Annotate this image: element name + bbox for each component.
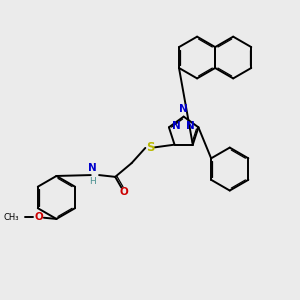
Text: N: N <box>186 122 195 131</box>
Text: N: N <box>172 122 181 131</box>
Text: N: N <box>88 163 97 173</box>
Text: H: H <box>89 178 96 187</box>
Text: O: O <box>34 212 43 222</box>
Text: CH₃: CH₃ <box>3 213 19 222</box>
Text: N: N <box>179 103 188 114</box>
Text: O: O <box>120 188 128 197</box>
Text: S: S <box>146 141 154 154</box>
